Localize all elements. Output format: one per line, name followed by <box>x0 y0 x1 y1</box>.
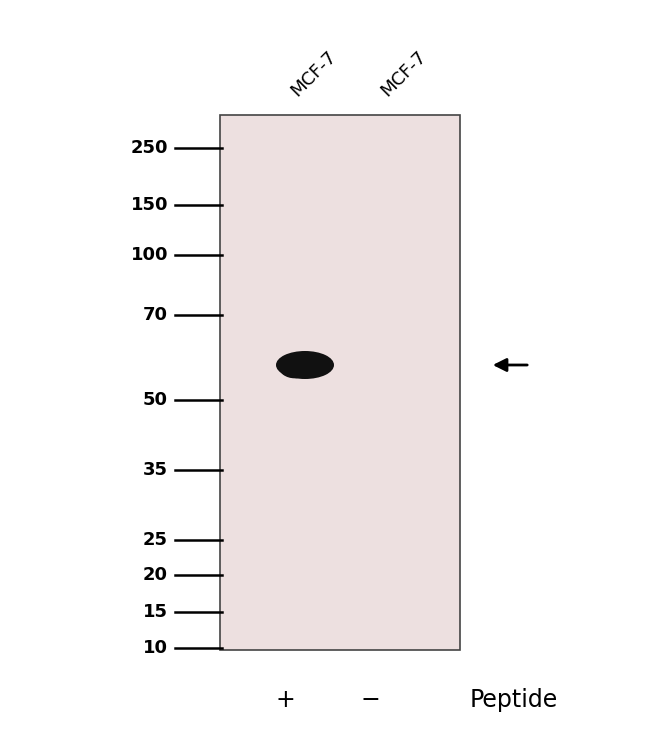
Text: 10: 10 <box>143 639 168 657</box>
Ellipse shape <box>276 351 334 379</box>
Text: 20: 20 <box>143 566 168 584</box>
Text: 15: 15 <box>143 603 168 621</box>
Text: 35: 35 <box>143 461 168 479</box>
Text: Peptide: Peptide <box>470 688 558 712</box>
Ellipse shape <box>279 354 311 378</box>
Text: 150: 150 <box>131 196 168 214</box>
Text: 50: 50 <box>143 391 168 409</box>
Text: −: − <box>360 688 380 712</box>
Text: 250: 250 <box>131 139 168 157</box>
Text: 100: 100 <box>131 246 168 264</box>
Text: 70: 70 <box>143 306 168 324</box>
Bar <box>220 115 460 650</box>
Text: MCF-7: MCF-7 <box>377 48 430 100</box>
Text: 25: 25 <box>143 531 168 549</box>
Text: MCF-7: MCF-7 <box>287 48 340 100</box>
Text: +: + <box>275 688 295 712</box>
